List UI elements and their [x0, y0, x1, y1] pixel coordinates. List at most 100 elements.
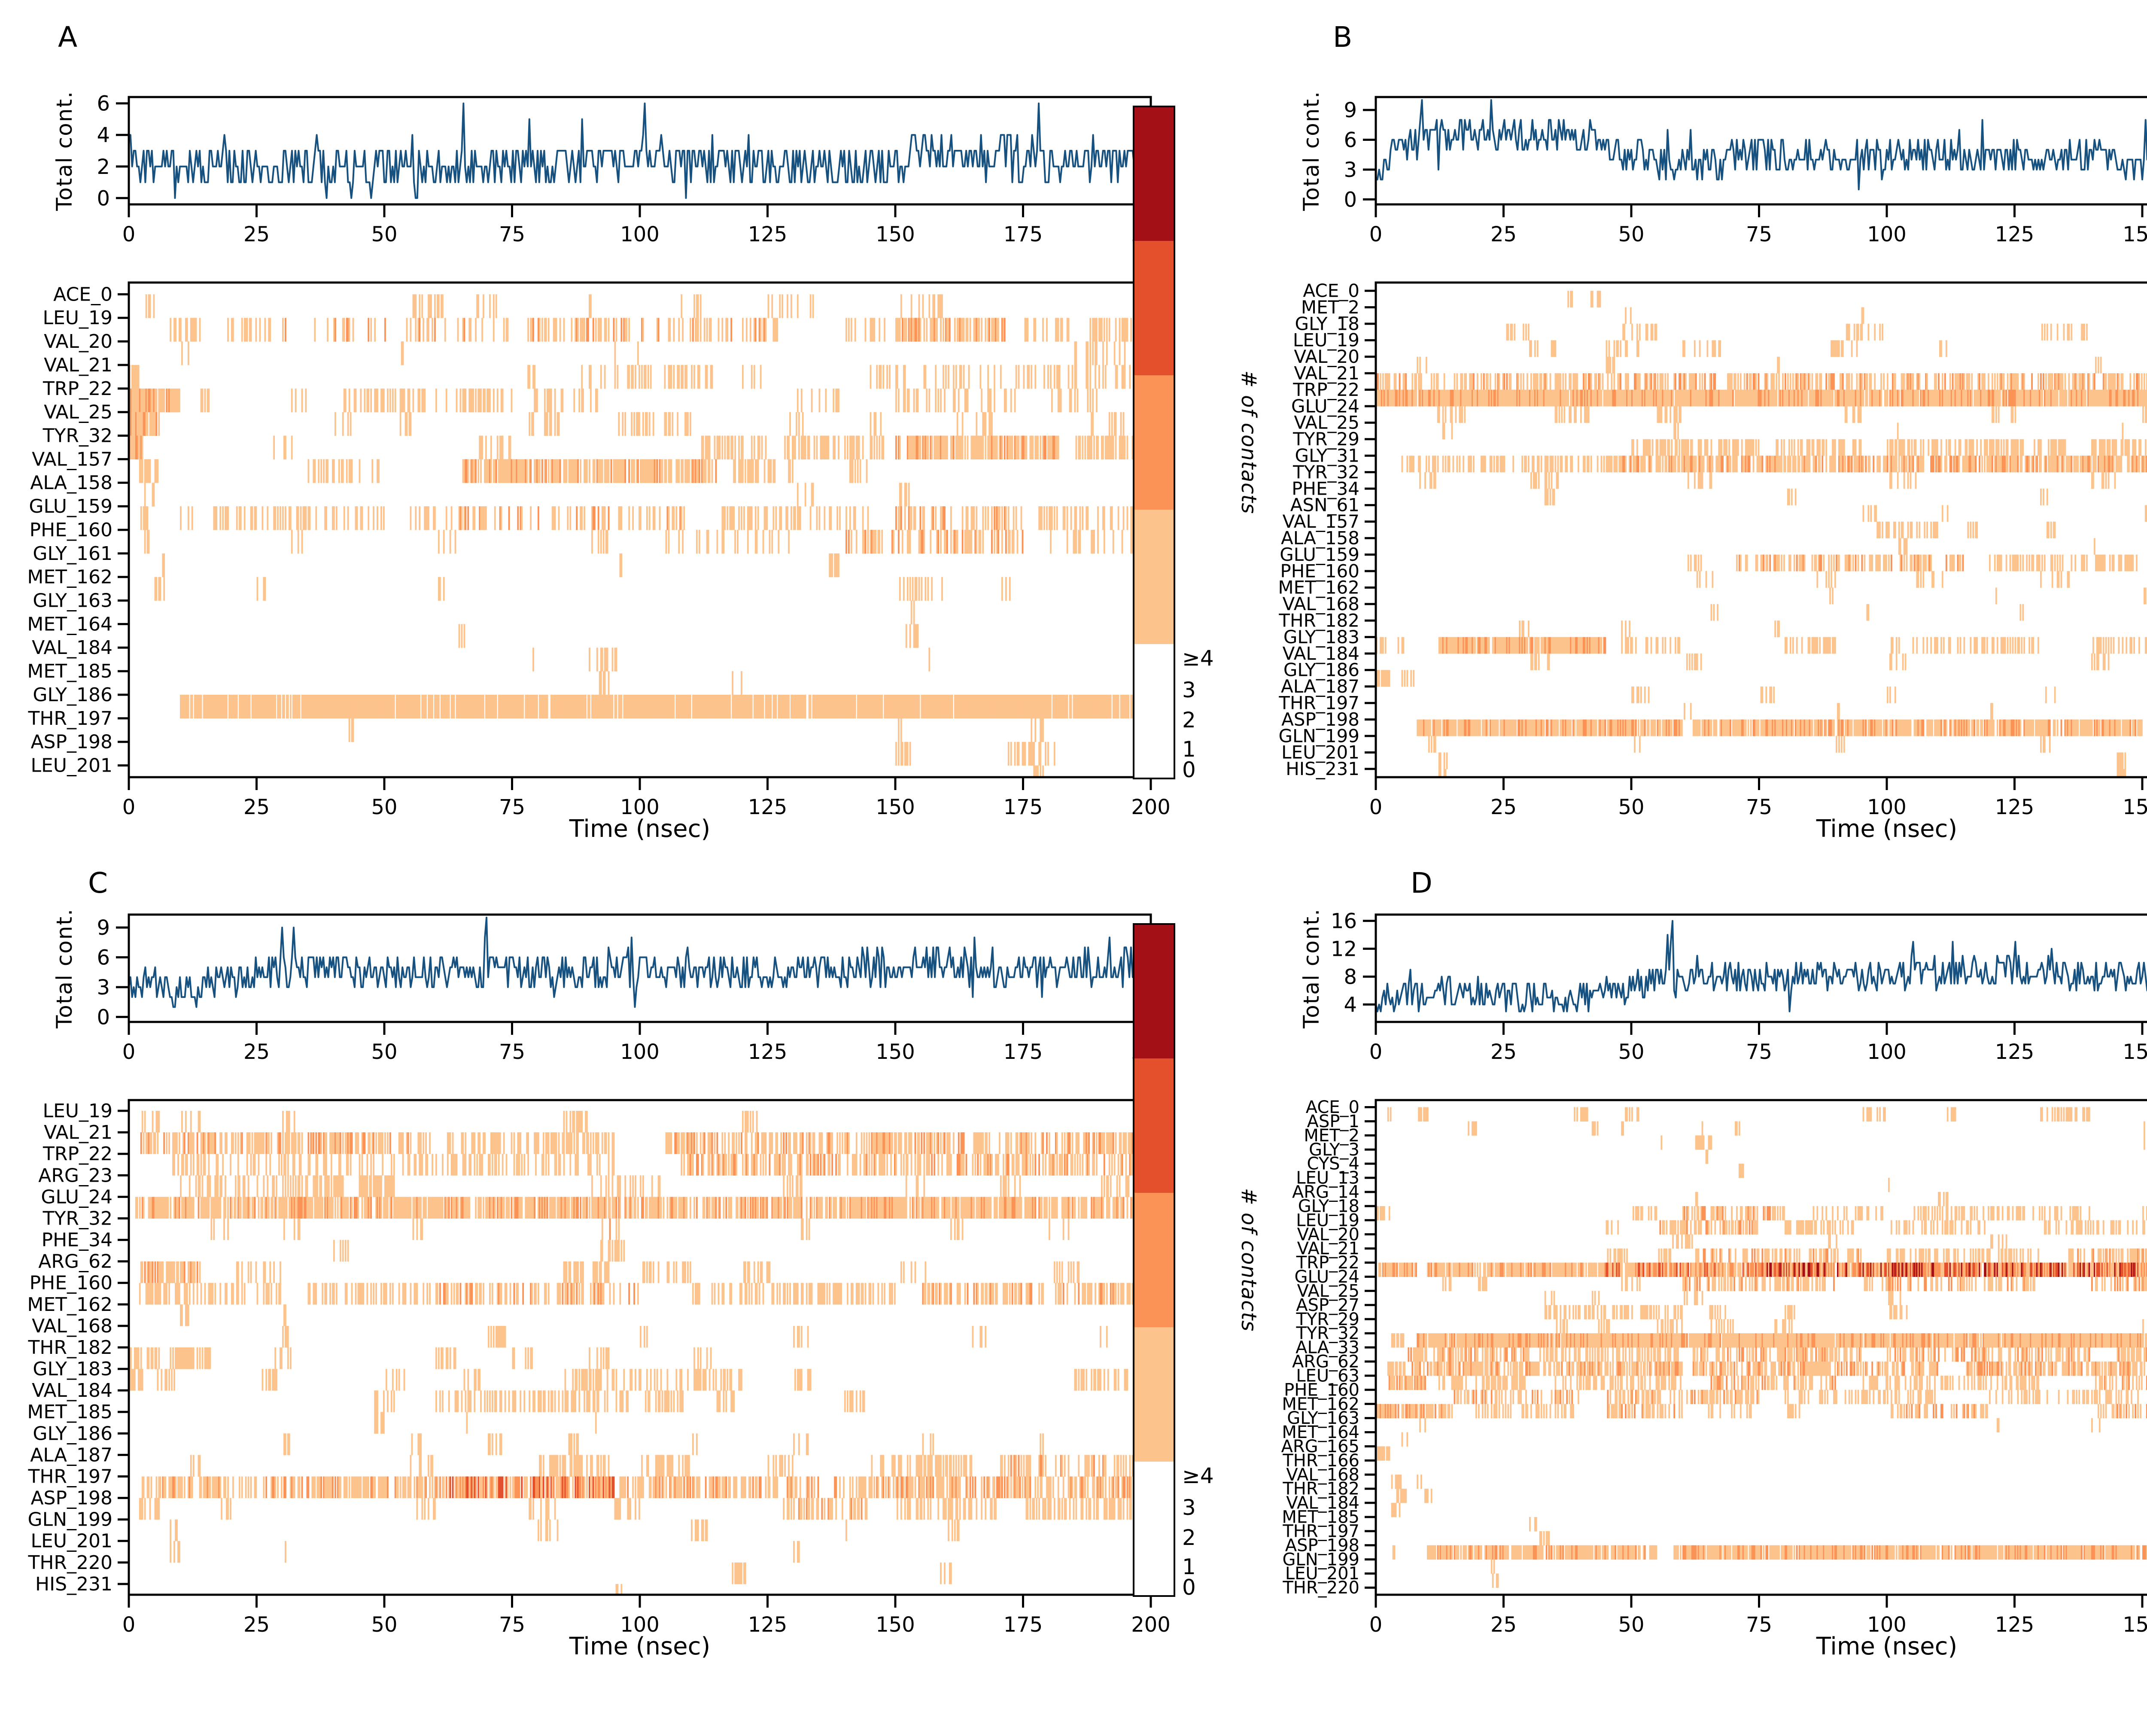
residue-label: GLY_18 [1295, 313, 1359, 334]
heatmap-x-tick-label: 50 [1618, 1613, 1644, 1637]
line-plot-x-tick-label: 25 [1490, 222, 1517, 246]
line-plot-x-tick-label: 100 [1867, 1040, 1907, 1064]
total-contacts-line [1376, 99, 2147, 191]
heatmap-x-tick-label: 75 [1746, 795, 1772, 819]
heatmap-x-tick-label: 25 [1490, 795, 1517, 819]
line-plot-y-tick-label: 3 [97, 976, 110, 1000]
residue-label: GLY_161 [33, 543, 113, 565]
residue-label: ASP_198 [30, 1487, 113, 1509]
residue-label: MET_162 [1278, 577, 1359, 598]
panel-c-xaxis-label: Time (nsec) [569, 1633, 711, 1660]
residue-label: ACE_0 [1306, 1098, 1359, 1117]
residue-label: TYR_32 [43, 425, 113, 447]
heatmap-x-tick-label: 125 [1995, 795, 2034, 819]
line-plot-axes: 03690255075100125150175200 [1344, 98, 2147, 246]
residue-label: ARG_23 [38, 1164, 113, 1186]
line-plot-x-tick-label: 150 [876, 1040, 915, 1064]
residue-label: VAL_25 [1294, 412, 1359, 433]
residue-label: VAL_157 [32, 448, 113, 470]
panel-d: D Total cont. Time (nsec) # of contacts … [1247, 808, 2147, 1693]
panel-a-letter: A [58, 21, 78, 54]
heatmap-x-tick-label: 0 [1369, 1613, 1383, 1637]
heatmap-x-tick-label: 100 [620, 795, 660, 819]
heatmap-x-tick-label: 50 [1618, 795, 1644, 819]
line-plot-y-tick-label: 4 [1344, 993, 1357, 1017]
residue-label: ASP_27 [1296, 1295, 1359, 1315]
line-plot-x-tick-label: 75 [1746, 222, 1772, 246]
residue-label: GLU_24 [41, 1186, 113, 1208]
residue-label: ACE_0 [53, 283, 113, 305]
line-plot-x-tick-label: 25 [243, 1040, 270, 1064]
line-plot-x-tick-label: 0 [122, 222, 136, 246]
residue-label: ALA_158 [30, 472, 113, 494]
residue-label: GLY_31 [1295, 445, 1359, 466]
residue-label: GLY_183 [1283, 626, 1359, 648]
residue-label: VAL_25 [44, 401, 113, 423]
line-plot-y-tick-label: 4 [97, 123, 110, 147]
line-plot-x-tick-label: 75 [499, 1040, 525, 1064]
residue-label: ACE_0 [1303, 280, 1359, 301]
residue-label: GLY_186 [33, 684, 113, 706]
panel-a-plots: 02460255075100125150175200ACE_0LEU_19VAL… [27, 92, 1213, 819]
residue-label: MET_164 [1282, 1423, 1359, 1442]
heatmap-x-tick-label: 100 [620, 1613, 660, 1637]
residue-label: TYR_32 [1295, 1324, 1359, 1344]
residue-label: VAL_21 [1297, 1239, 1359, 1259]
residue-label: GLY_3 [1309, 1140, 1359, 1160]
residue-label: VAL_20 [1297, 1225, 1359, 1244]
line-plot-x-tick-label: 100 [620, 222, 660, 246]
panel-b-plots: 03690255075100125150175200ACE_0MET_2GLY_… [1278, 96, 2147, 819]
residue-label: ASP_198 [1281, 709, 1359, 730]
line-plot-x-tick-label: 25 [243, 222, 270, 246]
panel-d-plots: 4812160255075100125150175200ACE_0ASP_1ME… [1281, 909, 2147, 1637]
residue-label: MET_2 [1301, 297, 1359, 318]
colorbar-tick-label: 2 [1182, 1525, 1196, 1550]
residue-label: PHE_34 [42, 1229, 113, 1251]
line-plot-x-tick-label: 150 [2123, 1040, 2147, 1064]
residue-label: LEU_19 [1293, 330, 1359, 351]
residue-label: ALA_33 [1295, 1338, 1359, 1358]
residue-label: GLY_183 [33, 1358, 113, 1380]
contact-heatmap-bars [1376, 291, 2147, 777]
line-plot-x-tick-label: 75 [1746, 1040, 1772, 1064]
heatmap-x-tick-label: 25 [243, 1613, 270, 1637]
residue-label: THR_166 [1282, 1451, 1359, 1471]
residue-label: GLU_24 [1295, 1267, 1359, 1287]
contacts-colorbar: ≥4 3 2 10 [1133, 923, 1214, 1600]
heatmap-x-tick-label: 25 [243, 795, 270, 819]
heatmap-axes: ACE_0MET_2GLY_18LEU_19VAL_20VAL_21TRP_22… [1278, 280, 2147, 819]
residue-label: TYR_32 [1292, 462, 1359, 483]
contact-heatmap-bars [1376, 1107, 2147, 1588]
residue-label: THR_182 [27, 1337, 113, 1359]
residue-label: VAL_184 [32, 1380, 113, 1402]
line-plot-y-tick-label: 6 [1344, 128, 1357, 152]
residue-label: MET_185 [27, 660, 113, 682]
residue-label: MET_162 [1282, 1394, 1359, 1414]
residue-label: HIS_231 [1286, 758, 1359, 779]
heatmap-x-tick-label: 75 [499, 1613, 525, 1637]
line-plot-x-tick-label: 0 [1369, 222, 1383, 246]
total-contacts-line [129, 916, 1151, 1008]
heatmap-x-tick-label: 0 [122, 1613, 136, 1637]
residue-label: GLN_199 [1282, 1550, 1359, 1569]
residue-label: TYR_29 [1295, 1310, 1359, 1329]
residue-label: TRP_22 [43, 378, 113, 400]
residue-label: LEU_19 [43, 307, 113, 329]
panel-d-letter: D [1411, 866, 1432, 900]
total-contacts-line [129, 102, 1151, 199]
heatmap-x-tick-label: 0 [1369, 795, 1383, 819]
heatmap-x-tick-label: 150 [876, 1613, 915, 1637]
residue-label: VAL_157 [1283, 511, 1359, 532]
residue-label: GLU_159 [1280, 544, 1359, 565]
residue-label: GLU_159 [29, 496, 113, 517]
line-plot-axes: 02460255075100125150175200 [97, 92, 1170, 246]
residue-label: THR_220 [27, 1552, 113, 1574]
residue-label: ALA_187 [30, 1444, 113, 1466]
residue-label: TYR_32 [43, 1207, 113, 1229]
heatmap-x-tick-label: 200 [1131, 795, 1171, 819]
residue-label: ASP_198 [30, 731, 113, 753]
residue-label: ARG_14 [1292, 1183, 1359, 1202]
line-plot-x-tick-label: 150 [876, 222, 915, 246]
line-plot-y-tick-label: 12 [1331, 937, 1357, 961]
